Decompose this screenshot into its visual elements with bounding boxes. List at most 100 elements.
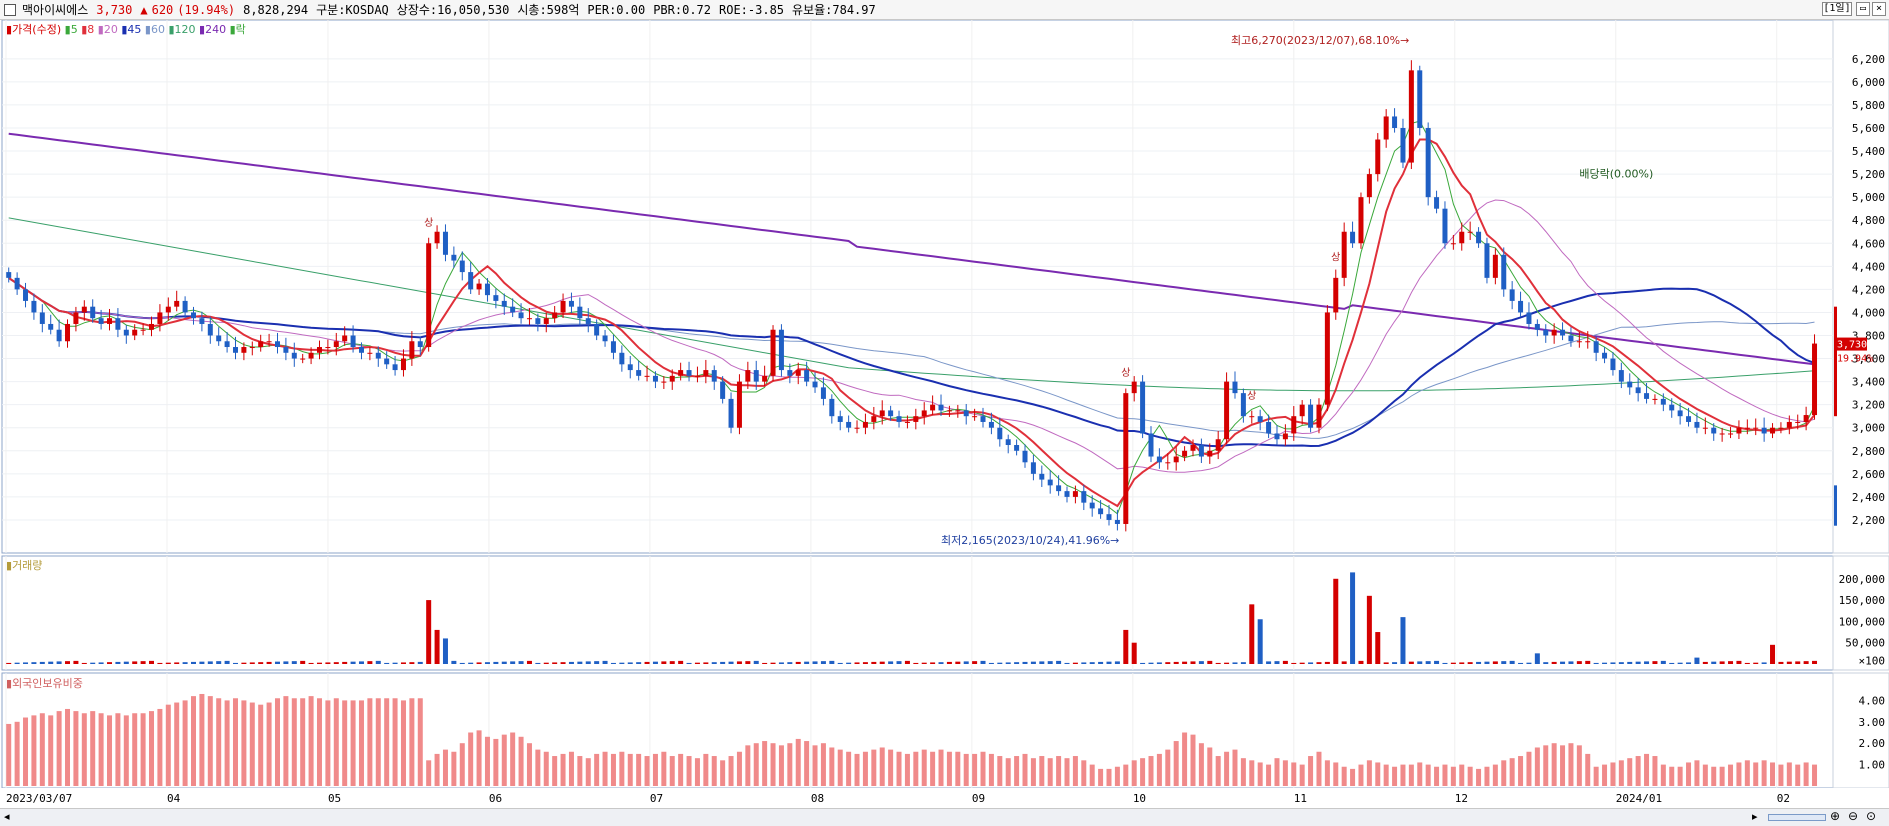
foreign-bar (342, 700, 348, 786)
volume-bar (1106, 661, 1112, 664)
zoom-slider[interactable] (1768, 814, 1826, 821)
foreign-bar (568, 751, 574, 786)
foreign-bar (400, 700, 406, 786)
scroll-left-icon[interactable]: ◂ (4, 810, 10, 823)
candle-body (1770, 427, 1776, 434)
foreign-bar (946, 751, 952, 786)
candle-body (1350, 231, 1356, 244)
foreign-bar (1341, 766, 1347, 786)
foreign-bar (1568, 743, 1574, 786)
candle-body (1333, 277, 1339, 313)
foreign-bar (1316, 751, 1322, 786)
foreign-bar (140, 713, 146, 786)
candle-body (1064, 491, 1070, 497)
volume-bar (963, 661, 969, 664)
candle-body (442, 231, 448, 255)
candle-body (795, 370, 801, 376)
foreign-bar (1207, 747, 1213, 786)
volume-bar (1207, 660, 1213, 664)
candle-body (342, 335, 348, 342)
volume-bar (1308, 662, 1314, 664)
close-icon[interactable]: × (1872, 2, 1886, 16)
volume-bar (1156, 662, 1162, 664)
foreign-bar (1543, 745, 1549, 786)
volume-bar (686, 662, 692, 664)
foreign-bar (652, 753, 658, 786)
candle-body (711, 370, 717, 382)
foreign-bar (787, 743, 793, 786)
foreign-bar (39, 713, 45, 786)
legend-ma20: 20 (103, 23, 118, 36)
scroll-bar[interactable]: ◂ ▸ ⊕ ⊖ ⊙ (0, 808, 1889, 826)
zoom-out-icon[interactable]: ⊖ (1848, 809, 1859, 823)
candle-body (686, 370, 692, 376)
foreign-bar (73, 711, 79, 786)
zoom-in-icon[interactable]: ⊕ (1830, 809, 1841, 823)
volume-bar (216, 661, 222, 664)
volume-bar (249, 662, 255, 664)
stock-chart[interactable]: 6,200 6,000 5,800 5,600 5,400 5,200 5,000 4,800… (0, 20, 1889, 808)
foreign-bar (132, 713, 138, 786)
foreign-bar (358, 700, 364, 786)
volume-bar (1492, 661, 1498, 664)
candle-body (820, 387, 826, 399)
candle-body (829, 398, 835, 417)
candle-body (165, 306, 171, 313)
candle-body (1719, 433, 1725, 435)
volume-bar (1585, 660, 1591, 664)
volume-bar (762, 662, 768, 664)
candle-body (484, 283, 490, 296)
candle-body (1022, 450, 1028, 463)
volume-bar (1753, 662, 1759, 664)
volume-bar (602, 660, 608, 664)
select-checkbox[interactable] (4, 3, 16, 16)
volume-bar (23, 662, 29, 664)
foreign-bar (1173, 741, 1179, 786)
volume-bar (1400, 617, 1406, 664)
volume-bar (1686, 662, 1692, 664)
candle-body (1686, 416, 1692, 422)
foreign-bar (1089, 764, 1095, 786)
volume-bar (661, 661, 667, 664)
ma8-line (8, 138, 1816, 508)
foreign-bar (1417, 762, 1423, 786)
scroll-right-icon[interactable]: ▸ (1752, 810, 1758, 823)
volume-bar (879, 661, 885, 664)
candle-body (1056, 485, 1062, 492)
pbr-value: PBR:0.72 (653, 2, 711, 17)
foreign-bar (1610, 762, 1616, 786)
candle-body (787, 370, 793, 376)
volume-bar (434, 629, 440, 664)
candle-body (1778, 427, 1784, 429)
candle-body (1644, 393, 1650, 399)
candle-body (963, 410, 969, 417)
stock-name[interactable]: 맥아이씨에스 (22, 3, 89, 17)
foreign-bar (518, 736, 524, 786)
candle-body (23, 289, 29, 301)
candle-body (1072, 491, 1078, 497)
foreign-bar (988, 753, 994, 786)
legend-price-label: 가격(수정) (12, 23, 62, 36)
foreign-bar (577, 756, 583, 786)
foreign-bar (1056, 756, 1062, 786)
candle-body (1501, 254, 1507, 290)
period-button[interactable]: [1일] (1822, 2, 1852, 16)
zoom-reset-icon[interactable]: ⊙ (1866, 809, 1877, 823)
candle-body (384, 358, 390, 365)
foreign-bar (694, 758, 700, 786)
restore-icon[interactable]: ▭ (1856, 2, 1870, 16)
foreign-bar (720, 760, 726, 786)
foreign-bar (636, 753, 642, 786)
foreign-bar (274, 698, 280, 786)
candle-body (770, 329, 776, 376)
candle-body (904, 421, 910, 423)
candle-body (1366, 174, 1372, 198)
volume-bar (1417, 661, 1423, 664)
volume-bar (1366, 595, 1372, 664)
volume-bar (1224, 662, 1230, 664)
volume-bar (1627, 661, 1633, 664)
foreign-bar (1534, 747, 1540, 786)
volume-bar (484, 662, 490, 664)
volume-bar (31, 662, 37, 664)
foreign-bar (602, 751, 608, 786)
